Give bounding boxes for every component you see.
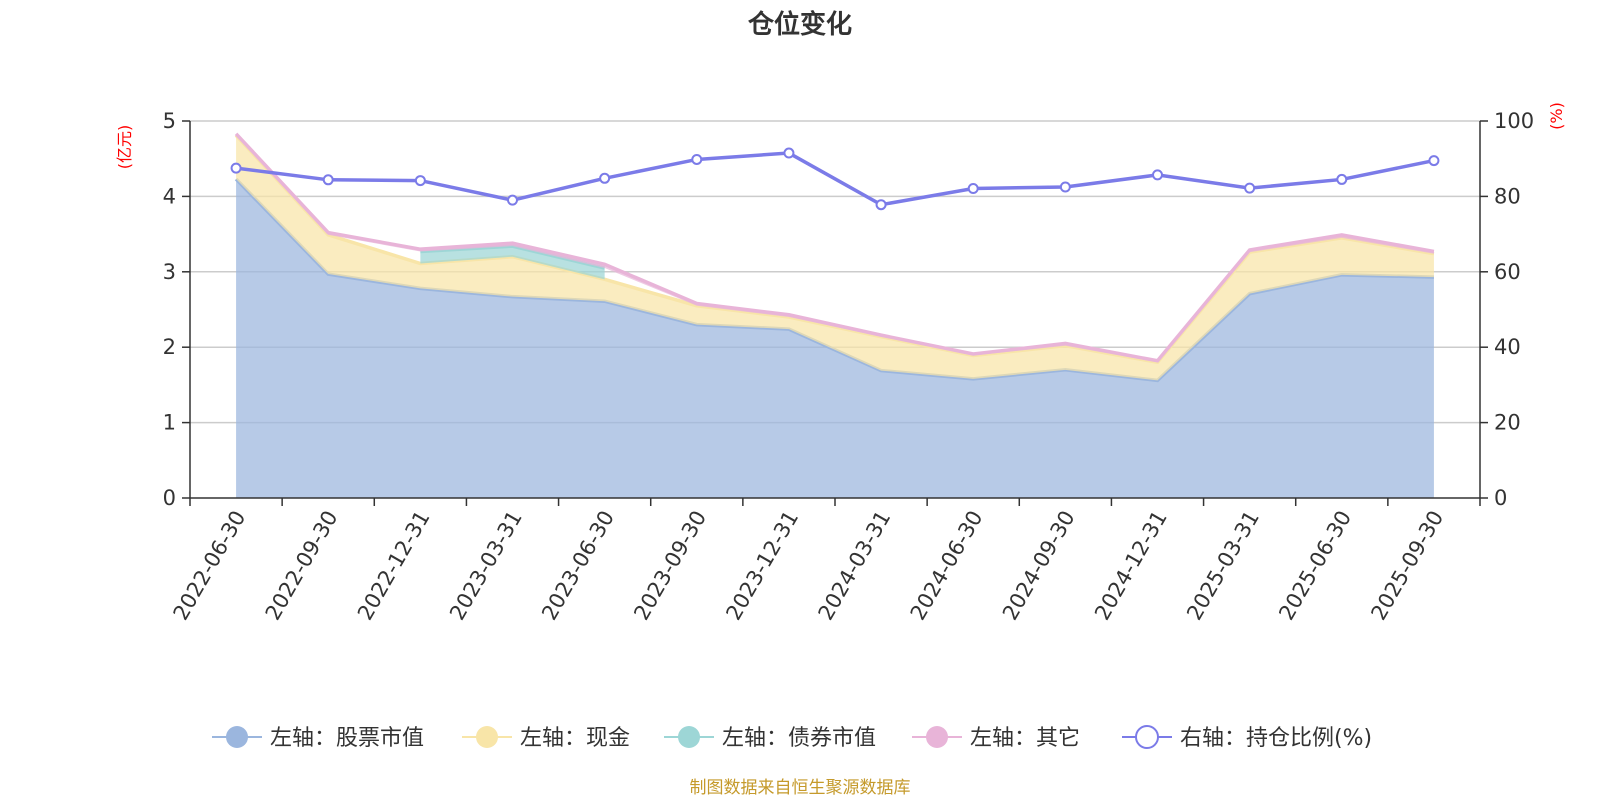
legend-marker (1135, 725, 1159, 749)
right-axis-tick-label: 60 (1494, 260, 1521, 284)
area-layers (234, 132, 1435, 499)
legend-label: 左轴：债券市值 (722, 726, 876, 751)
chart-title: 仓位变化 (747, 9, 852, 40)
left-axis-unit: (亿元) (115, 125, 134, 170)
right-axis-tick-label: 100 (1494, 109, 1534, 133)
legend-marker (926, 726, 948, 748)
ratio-point (783, 147, 795, 159)
x-axis-tick-label: 2022-12-31 (353, 507, 435, 625)
ratio-point (230, 162, 242, 174)
ratio-point (691, 153, 703, 165)
legend-label: 左轴：其它 (970, 726, 1080, 751)
x-axis-tick-label: 2023-06-30 (537, 507, 619, 625)
legend-marker (226, 726, 248, 748)
left-axis-tick-label: 5 (163, 109, 176, 133)
legend[interactable]: 左轴：股票市值 左轴：现金 左轴：债券市值 左轴：其它 右轴：持仓比例(%) (212, 725, 1372, 751)
right-axis-unit: (%) (1547, 102, 1566, 130)
ratio-point (1152, 169, 1163, 181)
x-axis-tick-label: 2024-12-31 (1090, 507, 1172, 625)
legend-marker (678, 726, 700, 748)
left-axis-tick-label: 2 (163, 335, 176, 359)
ratio-point (1336, 173, 1348, 185)
right-axis-tick-label: 80 (1494, 184, 1521, 208)
right-axis-tick-label: 40 (1494, 335, 1521, 359)
legend-marker (476, 726, 498, 748)
x-axis-tick-label: 2024-03-31 (814, 507, 896, 625)
area-左轴：债券市值 (420, 246, 605, 280)
ratio-point (967, 182, 979, 194)
ratio-point (414, 175, 426, 187)
left-axis-tick-label: 3 (163, 260, 176, 284)
left-axis-tick-label: 1 (163, 411, 176, 435)
x-axis-tick-label: 2025-09-30 (1366, 507, 1448, 625)
legend-label: 左轴：股票市值 (270, 726, 424, 751)
x-axis-tick-label: 2023-09-30 (629, 507, 711, 625)
area-edge-左轴：其它 (234, 132, 1435, 363)
x-axis-tick-label: 2024-09-30 (998, 507, 1080, 625)
ratio-point (1428, 155, 1440, 167)
ratio-line-layer (230, 147, 1440, 211)
x-axis-tick-label: 2022-09-30 (261, 507, 343, 625)
right-axis-tick-label: 20 (1494, 411, 1521, 435)
x-axis-tick-label: 2024-06-30 (906, 507, 988, 625)
left-axis-tick-label: 4 (163, 184, 176, 208)
ratio-point (322, 174, 334, 186)
x-axis-tick-label: 2023-03-31 (445, 507, 527, 625)
area-左轴：股票市值 (236, 179, 1434, 499)
ratio-point (1059, 181, 1071, 193)
ratio-point (599, 172, 611, 184)
ratio-line (235, 151, 1435, 207)
x-axis-tick-label: 2023-12-31 (721, 507, 803, 625)
area-左轴：现金 (236, 135, 1434, 381)
legend-label: 右轴：持仓比例(%) (1180, 726, 1372, 751)
x-axis-tick-label: 2025-03-31 (1182, 507, 1264, 625)
legend-label: 左轴：现金 (520, 726, 630, 751)
area-左轴：其它 (236, 133, 1434, 363)
x-axis-tick-label: 2025-06-30 (1274, 507, 1356, 625)
right-axis-tick-label: 0 (1494, 486, 1507, 510)
left-axis-tick-label: 0 (163, 486, 176, 510)
source-note: 制图数据来自恒生聚源数据库 (690, 778, 911, 798)
ratio-point (875, 199, 887, 211)
x-axis-tick-label: 2022-06-30 (169, 507, 251, 625)
ratio-point (1244, 182, 1256, 194)
ratio-point (507, 194, 518, 206)
